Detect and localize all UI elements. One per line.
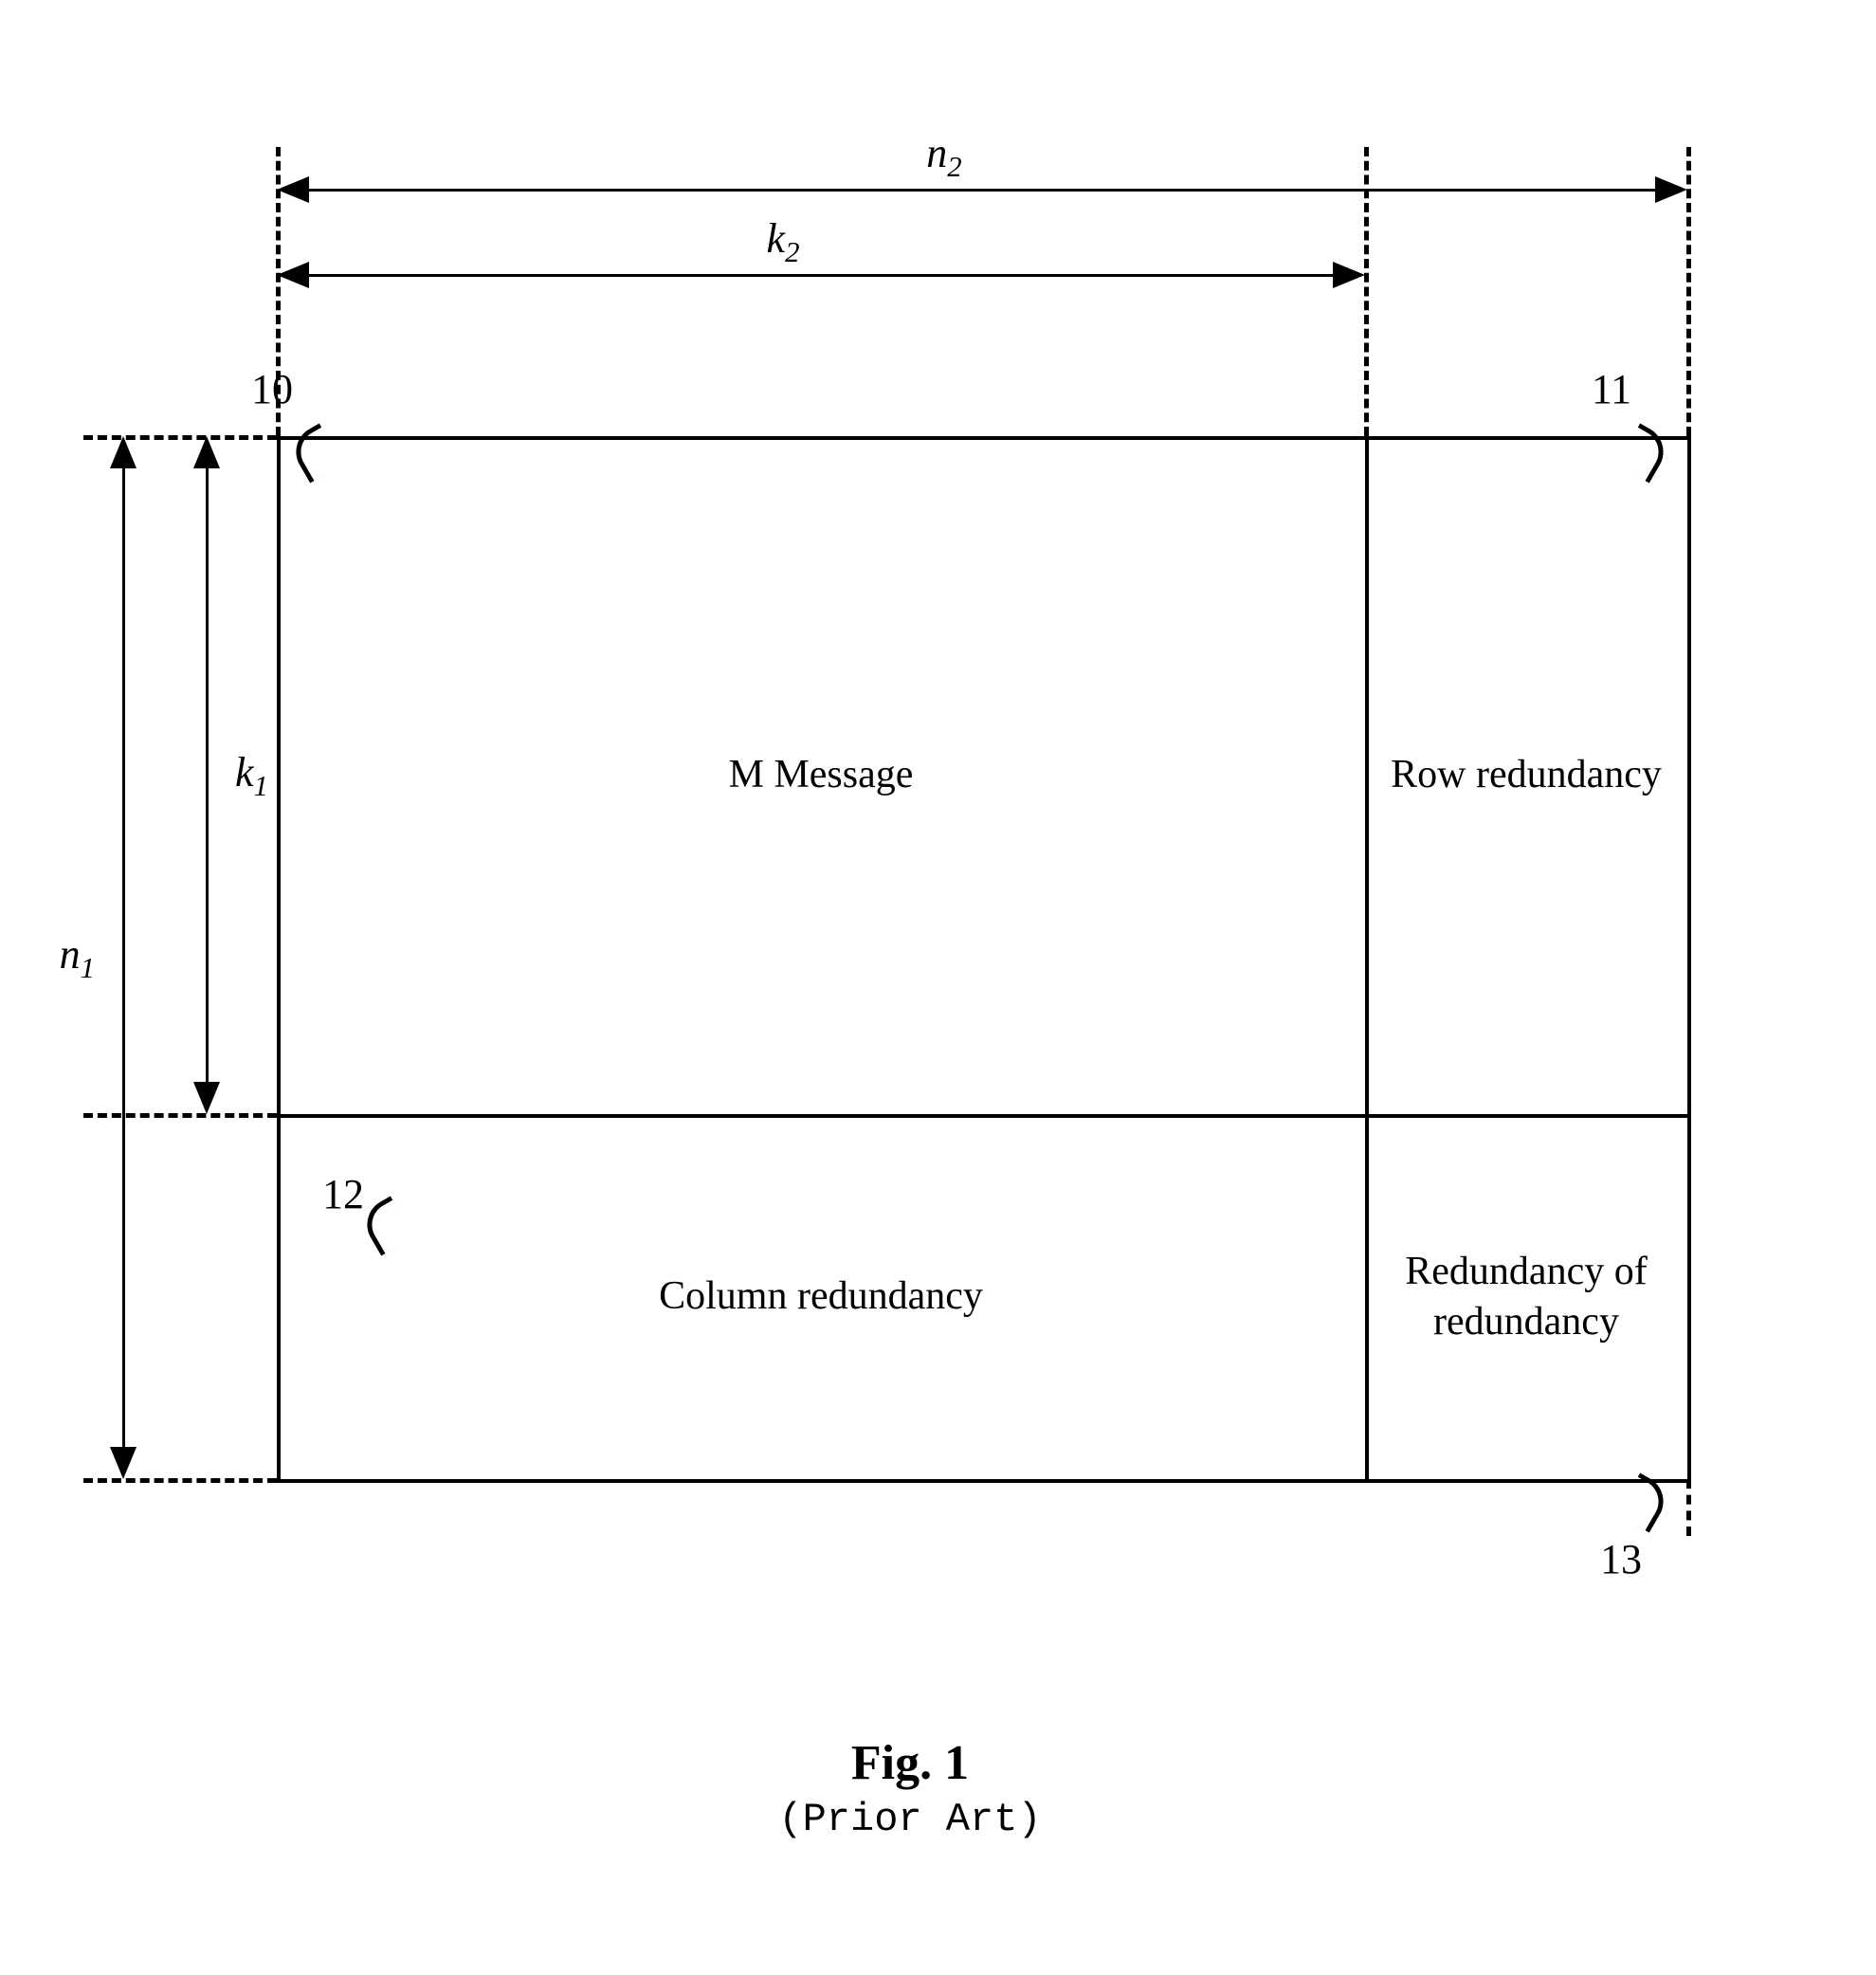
label-k1: k1 xyxy=(235,748,268,803)
dash-guide xyxy=(1686,1479,1691,1536)
diagram-canvas: n2 k2 n1 k1M MessageRow redundancyColumn re… xyxy=(0,0,1876,1975)
cell-row-redundancy: Row redundancy xyxy=(1365,436,1687,1114)
cell-message: M Message xyxy=(277,436,1365,1114)
dim-k1-arrow xyxy=(193,1082,220,1114)
label-k2: k2 xyxy=(767,214,800,269)
dim-n1 xyxy=(122,466,125,1449)
dim-k2-arrow xyxy=(1333,262,1365,288)
dim-n2-arrow xyxy=(1655,176,1687,203)
ref-10: 10 xyxy=(251,365,293,413)
ref-11: 11 xyxy=(1592,365,1631,413)
dim-n1-arrow xyxy=(110,436,137,468)
dim-k2 xyxy=(307,274,1335,277)
ref-13: 13 xyxy=(1600,1535,1642,1583)
figure-caption-sub: (Prior Art) xyxy=(778,1797,1041,1842)
dash-guide xyxy=(83,1113,277,1118)
label-n1: n1 xyxy=(60,930,95,985)
dim-k1 xyxy=(206,466,209,1084)
dim-n1-arrow xyxy=(110,1447,137,1479)
grid-line xyxy=(277,1479,1691,1483)
dim-k1-arrow xyxy=(193,436,220,468)
dim-n2 xyxy=(307,189,1657,192)
figure-caption-title: Fig. 1 xyxy=(851,1735,969,1791)
dim-n2-arrow xyxy=(277,176,309,203)
grid-line xyxy=(1687,436,1691,1483)
label-n2: n2 xyxy=(926,129,961,184)
cell-column-redundancy: Column redundancy xyxy=(277,1114,1365,1479)
dim-k2-arrow xyxy=(277,262,309,288)
ref-12: 12 xyxy=(322,1170,364,1218)
cell-redundancy-of-redundancy: Redundancy of redundancy xyxy=(1365,1114,1687,1479)
